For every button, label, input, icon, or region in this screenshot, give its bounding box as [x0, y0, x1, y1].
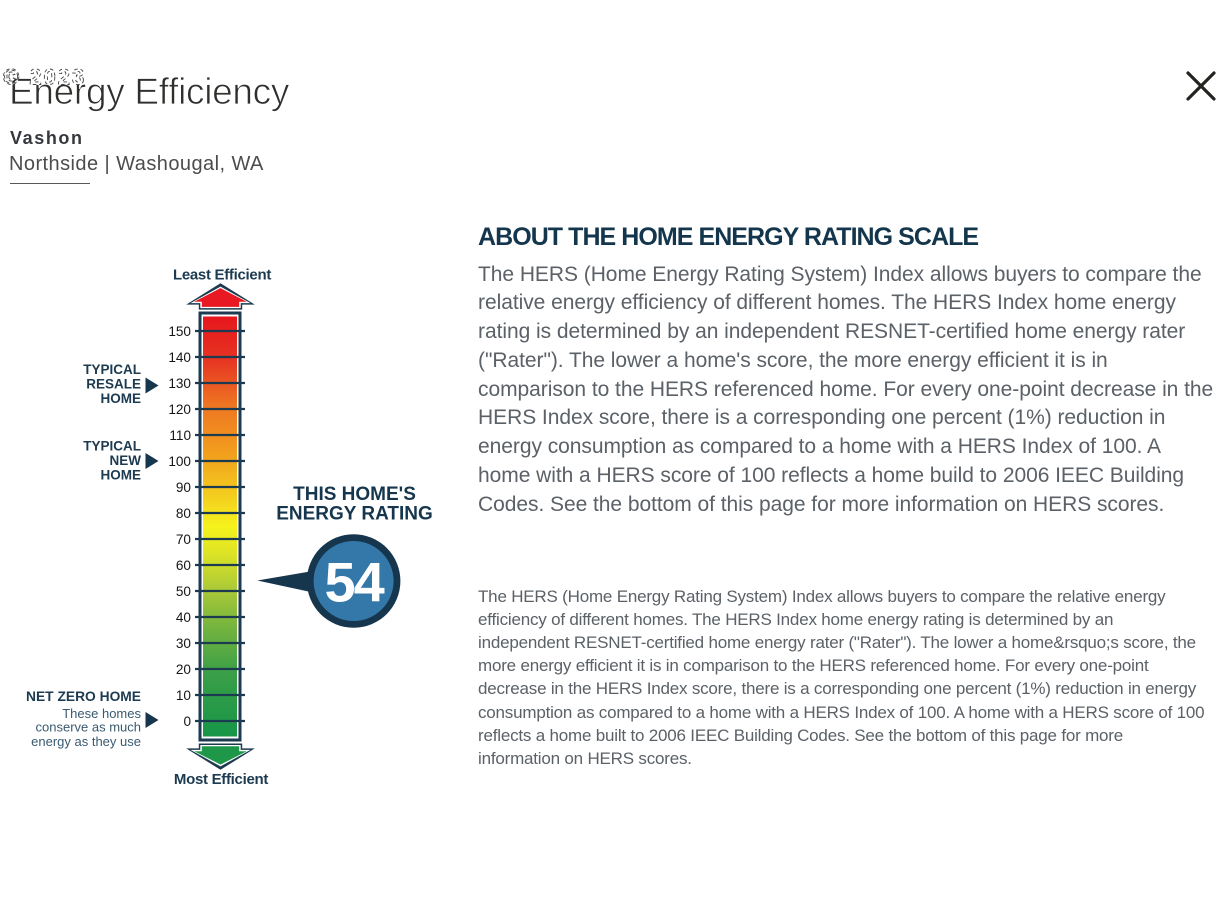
- svg-text:RESALE: RESALE: [86, 377, 141, 392]
- svg-text:These homes: These homes: [62, 706, 141, 721]
- svg-text:130: 130: [168, 376, 191, 391]
- svg-text:150: 150: [168, 324, 191, 339]
- svg-text:THIS HOME'S: THIS HOME'S: [293, 484, 416, 505]
- svg-text:0: 0: [183, 714, 191, 729]
- svg-text:NEW: NEW: [110, 453, 142, 468]
- svg-text:40: 40: [176, 610, 192, 625]
- svg-text:10: 10: [176, 688, 192, 703]
- svg-text:ENERGY RATING: ENERGY RATING: [276, 504, 433, 525]
- svg-text:54: 54: [324, 551, 384, 614]
- svg-text:140: 140: [168, 350, 191, 365]
- svg-text:70: 70: [176, 532, 192, 547]
- svg-text:HOME: HOME: [101, 468, 142, 483]
- svg-text:energy as they use: energy as they use: [31, 734, 141, 749]
- svg-text:60: 60: [176, 558, 192, 573]
- svg-text:90: 90: [176, 480, 192, 495]
- svg-text:50: 50: [176, 584, 192, 599]
- svg-text:NET ZERO HOME: NET ZERO HOME: [26, 689, 141, 704]
- svg-text:TYPICAL: TYPICAL: [83, 439, 141, 454]
- svg-text:120: 120: [168, 402, 191, 417]
- svg-text:30: 30: [176, 636, 192, 651]
- svg-text:Most Efficient: Most Efficient: [174, 771, 268, 788]
- svg-text:20: 20: [176, 662, 192, 677]
- svg-text:110: 110: [169, 428, 191, 443]
- svg-text:© 2023: © 2023: [3, 65, 86, 90]
- svg-text:Least Efficient: Least Efficient: [173, 267, 271, 284]
- svg-text:80: 80: [176, 506, 192, 521]
- svg-text:HOME: HOME: [101, 391, 142, 406]
- svg-text:conserve as much: conserve as much: [36, 720, 142, 735]
- svg-text:TYPICAL: TYPICAL: [83, 362, 141, 377]
- svg-text:100: 100: [168, 454, 191, 469]
